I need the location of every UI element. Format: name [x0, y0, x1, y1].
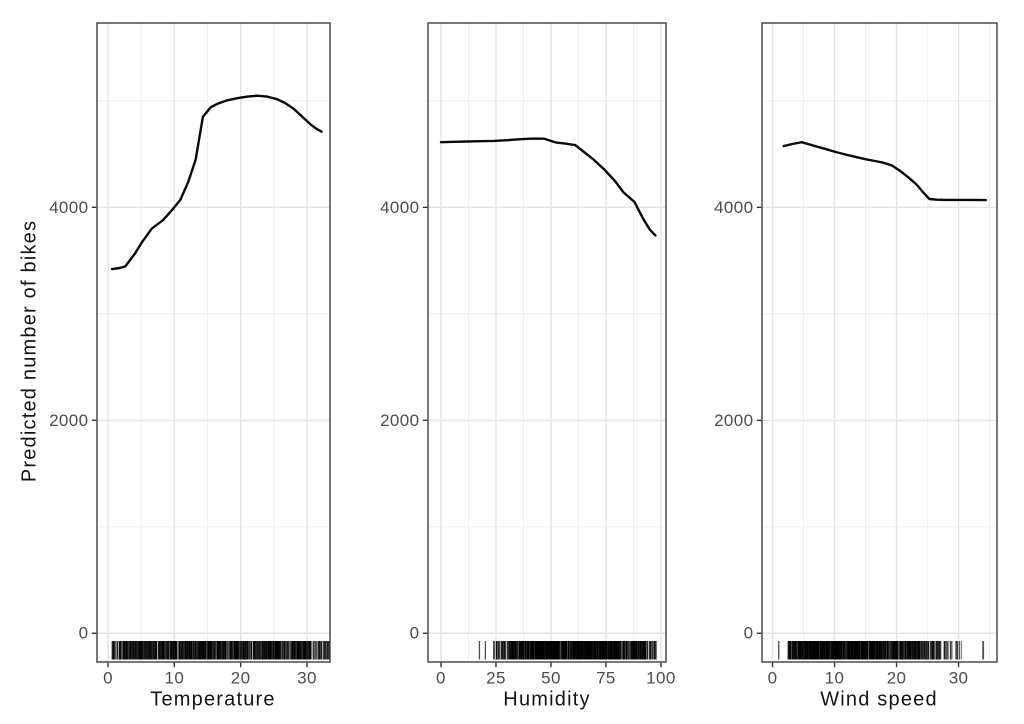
x-tick-label: 50 [541, 668, 561, 687]
x-tick-label: 0 [103, 668, 113, 687]
y-tick-label: 2000 [714, 411, 753, 430]
x-tick-label: 0 [436, 668, 446, 687]
panel-humidity: 0 25 50 75 100 0 2000 4000 [380, 22, 676, 687]
x-axis-title-humidity: Humidity [503, 688, 591, 711]
panel-background [428, 23, 666, 662]
x-tick-label: 0 [768, 668, 778, 687]
x-tick-label: 100 [646, 668, 676, 687]
x-tick-label: 20 [231, 668, 251, 687]
panel-border [96, 22, 331, 663]
panel-background [762, 23, 997, 662]
panel-wind-speed: 0 10 20 30 0 2000 4000 [714, 22, 998, 687]
x-axis-title-wind-speed: Wind speed [820, 688, 938, 711]
y-tick-label: 2000 [49, 411, 88, 430]
rug [111, 641, 330, 660]
pdp-humidity-line [439, 137, 657, 237]
y-tick-label: 4000 [380, 198, 419, 217]
panel-border [427, 22, 667, 663]
pdp-temperature-line [110, 94, 323, 271]
x-axis-title-temperature: Temperature [150, 688, 276, 711]
y-tick-label: 4000 [714, 198, 753, 217]
x-tick-label: 25 [486, 668, 506, 687]
x-tick-label: 30 [297, 668, 317, 687]
x-tick-label: 30 [949, 668, 969, 687]
y-tick-label: 0 [79, 624, 89, 643]
panel-temperature: 0 10 20 30 0 2000 4000 [49, 22, 331, 687]
pdp-wind-speed-line [782, 140, 987, 202]
y-tick-label: 2000 [380, 411, 419, 430]
rug [478, 641, 658, 660]
y-tick-label: 4000 [49, 198, 88, 217]
rug [778, 641, 985, 660]
x-tick-label: 75 [596, 668, 616, 687]
x-tick-label: 20 [887, 668, 907, 687]
x-tick-label: 10 [825, 668, 845, 687]
y-tick-label: 0 [744, 624, 754, 643]
panel-border [761, 22, 998, 663]
y-tick-label: 0 [410, 624, 420, 643]
panel-background [97, 23, 330, 662]
x-tick-label: 10 [164, 668, 184, 687]
y-axis-title: Predicted number of bikes [18, 219, 41, 483]
